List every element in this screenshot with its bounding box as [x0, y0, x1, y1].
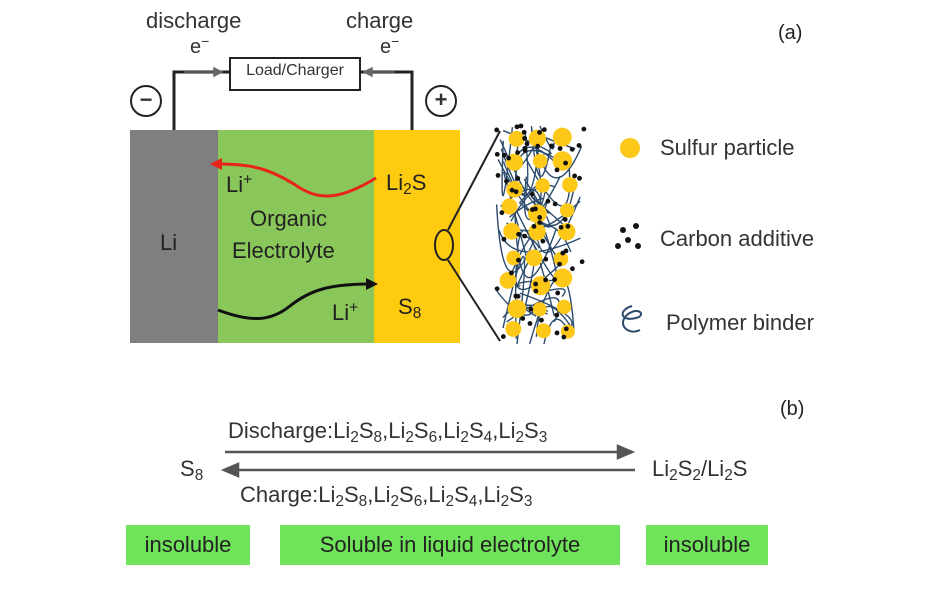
positive-terminal-circle [425, 85, 457, 117]
legend-sulfur-particle: Sulfur particle [660, 135, 795, 160]
polysulfide-species: Li2S4 [443, 418, 493, 446]
charge-arrow [220, 462, 635, 478]
polysulfide-species: Li2S8 [333, 418, 383, 446]
sulfur-particle-legend-icon [620, 138, 640, 158]
lithium-sulfide-label: Li2S [386, 170, 427, 198]
load-charger-label: Load/Charger [246, 62, 344, 79]
li-ion-path-discharge [217, 278, 378, 321]
circuit-wire-left [172, 70, 230, 130]
li-ion-label-bottom: Li+ [332, 299, 359, 325]
discharge-label: discharge [146, 8, 242, 33]
polysulfide-species: Li2S3 [483, 482, 533, 510]
panel-b-label: (b) [780, 398, 805, 420]
zoom-region-marker [434, 229, 454, 261]
circuit-wire-right [360, 70, 414, 130]
carbon-additive-legend-icon [615, 223, 641, 249]
electrolyte-label-line1: Organic [250, 206, 328, 231]
polysulfide-species: Li2S6 [373, 482, 423, 510]
load-charger-box [229, 57, 361, 91]
insoluble-left-badge: insoluble [126, 525, 250, 565]
electrolyte-label-line2: Electrolyte [232, 238, 335, 263]
zoom-line-bottom [447, 259, 501, 342]
panel-a-label: (a) [778, 22, 803, 44]
cathode-microstructure [494, 123, 587, 345]
polysulfide-species: Li2S6 [388, 418, 438, 446]
electron-label-right: e− [380, 33, 400, 58]
soluble-middle-badge: Soluble in liquid electrolyte [280, 525, 620, 565]
anode-lithium [130, 130, 218, 343]
li-ion-label-top: Li+ [226, 171, 253, 197]
li-ion-path-charge [210, 158, 377, 198]
electron-arrow-right [362, 66, 395, 78]
discharge-species-list: Li2S8,Li2S6,Li2S4,Li2S3 [333, 418, 548, 446]
charge-equation: Charge:Li2S8,Li2S6,Li2S4,Li2S3 [240, 482, 533, 510]
li2s2-li2s-product: Li2S2/Li2S [652, 456, 748, 484]
discharge-equation: Discharge:Li2S8,Li2S6,Li2S4,Li2S3 [228, 418, 548, 446]
charge-label: charge [346, 8, 414, 33]
polysulfide-species: Li2S3 [498, 418, 548, 446]
discharge-arrow [225, 444, 636, 460]
s8-reactant: S8 [180, 456, 204, 484]
electron-arrow-left [184, 66, 224, 78]
positive-terminal-sign: + [434, 87, 448, 112]
negative-terminal-circle [130, 85, 162, 117]
polysulfide-species: Li2S8 [318, 482, 368, 510]
sulfur-s8-label: S8 [398, 294, 422, 322]
insoluble-right-badge: insoluble [646, 525, 768, 565]
charge-species-list: Li2S8,Li2S6,Li2S4,Li2S3 [318, 482, 533, 510]
legend-carbon-additive: Carbon additive [660, 226, 815, 251]
polymer-binder-legend-icon [621, 305, 643, 333]
negative-terminal-sign: − [139, 87, 153, 112]
legend-polymer-binder: Polymer binder [666, 310, 814, 335]
anode-label: Li [160, 230, 178, 255]
sulfur-cathode [374, 130, 460, 343]
zoom-line-top [447, 130, 501, 231]
electron-label-left: e− [190, 33, 210, 58]
polysulfide-species: Li2S4 [428, 482, 478, 510]
